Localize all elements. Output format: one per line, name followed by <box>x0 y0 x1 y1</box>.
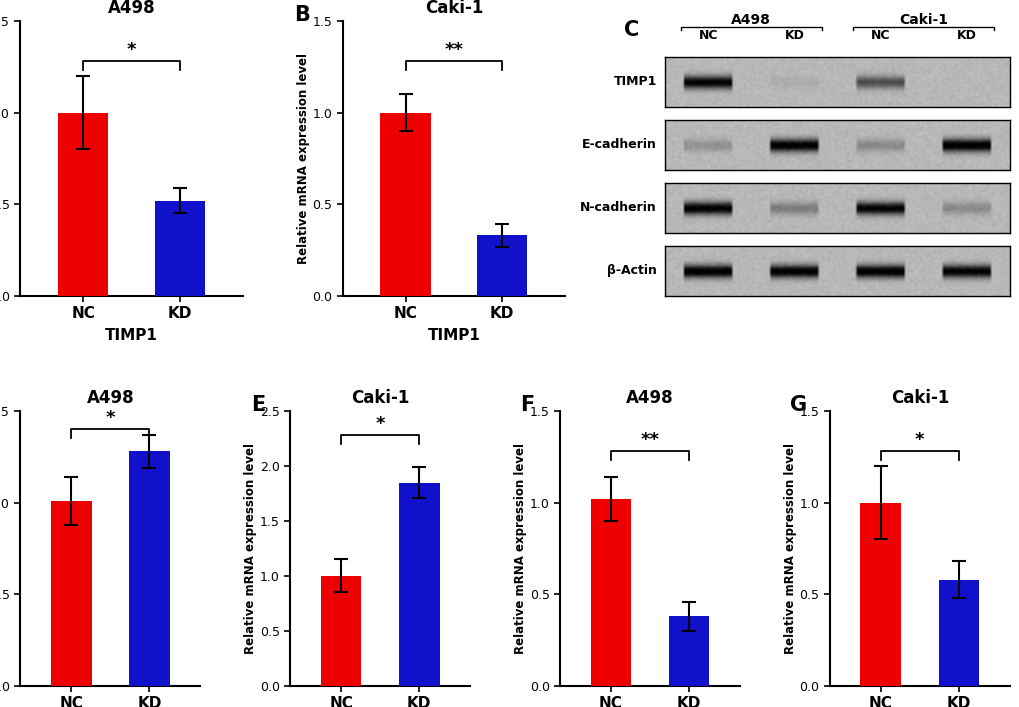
Title: Caki-1: Caki-1 <box>890 389 948 407</box>
Title: Caki-1: Caki-1 <box>424 0 483 17</box>
Text: B: B <box>293 5 310 25</box>
Y-axis label: Relative mRNA expression level: Relative mRNA expression level <box>783 443 796 654</box>
Text: *: * <box>126 41 137 59</box>
X-axis label: TIMP1: TIMP1 <box>427 328 480 343</box>
Text: *: * <box>375 414 384 433</box>
Bar <box>590 499 631 686</box>
Bar <box>129 452 169 686</box>
Bar <box>380 112 430 296</box>
Bar <box>51 501 92 686</box>
Title: Caki-1: Caki-1 <box>351 389 409 407</box>
Y-axis label: Relative mRNA expression level: Relative mRNA expression level <box>297 53 309 264</box>
Bar <box>398 483 439 686</box>
Bar <box>860 503 900 686</box>
Text: Caki-1: Caki-1 <box>899 13 948 27</box>
Bar <box>155 201 205 296</box>
Text: C: C <box>624 20 638 40</box>
Y-axis label: N-cadherin: N-cadherin <box>580 201 656 214</box>
Text: E: E <box>251 395 265 415</box>
Title: A498: A498 <box>626 389 674 407</box>
Text: *: * <box>106 409 115 427</box>
Bar <box>58 112 108 296</box>
Text: A498: A498 <box>731 13 770 27</box>
Bar <box>320 576 361 686</box>
Bar <box>937 580 978 686</box>
Text: KD: KD <box>956 29 976 42</box>
Y-axis label: Relative mRNA expression level: Relative mRNA expression level <box>514 443 527 654</box>
Y-axis label: E-cadherin: E-cadherin <box>582 139 656 151</box>
Text: **: ** <box>640 431 659 449</box>
Text: F: F <box>520 395 534 415</box>
X-axis label: TIMP1: TIMP1 <box>105 328 158 343</box>
Y-axis label: Relative mRNA expression level: Relative mRNA expression level <box>244 443 257 654</box>
Bar <box>477 235 527 296</box>
Title: A498: A498 <box>108 0 155 17</box>
Text: NC: NC <box>870 29 890 42</box>
Text: G: G <box>790 395 807 415</box>
Title: A498: A498 <box>87 389 135 407</box>
Bar <box>668 617 709 686</box>
Y-axis label: β-Actin: β-Actin <box>606 264 656 277</box>
Text: KD: KD <box>784 29 804 42</box>
Text: NC: NC <box>698 29 717 42</box>
Y-axis label: TIMP1: TIMP1 <box>612 75 656 88</box>
Text: *: * <box>914 431 923 449</box>
Text: **: ** <box>444 41 463 59</box>
